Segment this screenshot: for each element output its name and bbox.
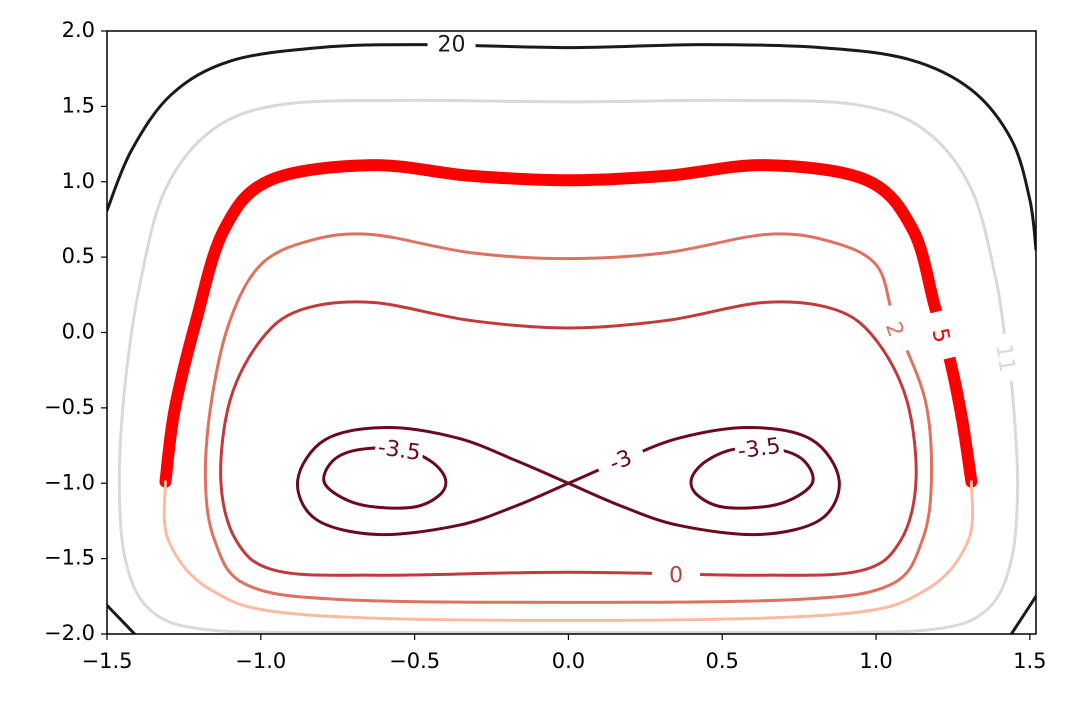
y-tick-label: −1.0 [44,470,95,494]
contour-label-gap [593,439,648,482]
contour-label-gap [733,432,785,465]
x-tick-label: 1.5 [1013,649,1046,673]
contour-label: 5 [926,326,954,345]
plot-area [107,43,1036,634]
contour-label-gap [652,562,701,589]
contour-line [159,159,978,488]
contour-label-group: 11 [988,332,1022,384]
contour-label-group: -3.5 [373,433,425,467]
y-tick-label: −2.0 [44,621,95,645]
contour-label: -3.5 [736,434,782,465]
y-tick-label: 1.5 [62,93,95,117]
y-tick-label: 0.5 [62,244,95,268]
contour-label-group: 0 [652,562,701,589]
contour-line [117,98,1020,634]
contour-label-group: -3.5 [733,432,785,465]
contour-label: -3.5 [376,435,422,466]
contour-label: 20 [438,33,466,58]
contour-line [219,300,918,577]
y-tick-label: 2.0 [62,18,95,42]
contour-label-group: 2 [874,302,915,357]
y-tick-label: −0.5 [44,395,95,419]
y-tick-label: 0.0 [62,320,95,344]
contour-label-gap [427,31,476,58]
contour-label-gap [874,302,915,357]
x-tick-label: 0.0 [552,649,585,673]
axes: −1.5 −1.0 −0.5 0.0 0.5 1.0 1.5 −2.0 −1.5 −1.0 −0.5… [44,18,1047,673]
contour-line [107,43,1036,252]
contour-line [107,603,137,634]
contour-line [162,480,975,622]
x-tick-label: 0.5 [706,649,739,673]
x-tick-label: −0.5 [389,649,440,673]
contour-line [203,232,934,604]
contour-label-gap [922,309,959,362]
y-tick-label: 1.0 [62,169,95,193]
contour-label-gap [988,332,1022,384]
contour-line [689,446,815,510]
contour-line [1009,594,1036,634]
x-tick-label: −1.5 [82,649,133,673]
contour-label: 11 [990,342,1019,373]
contour-label-group: 20 [427,31,476,58]
contour-label-gap [373,433,425,467]
contour-label-group: 5 [922,309,959,362]
y-tick-label: −1.5 [44,546,95,570]
x-tick-label: −1.0 [235,649,286,673]
contour-label: 0 [669,563,683,588]
x-tick-label: 1.0 [859,649,892,673]
contour-line [296,425,841,537]
